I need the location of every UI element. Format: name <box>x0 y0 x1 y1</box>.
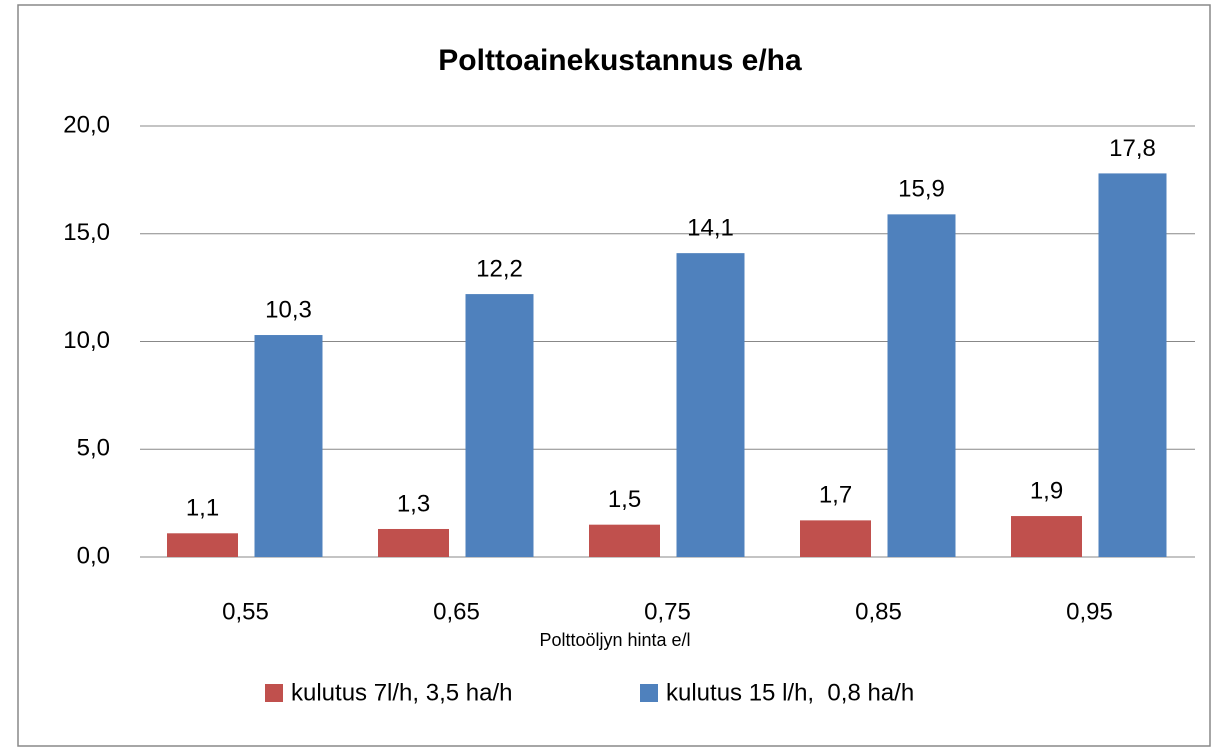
y-tick-label: 20,0 <box>63 111 110 138</box>
bar <box>800 520 871 557</box>
bar <box>589 524 660 557</box>
bar <box>1098 173 1167 557</box>
bar <box>887 214 956 558</box>
data-label: 17,8 <box>1109 135 1156 162</box>
legend-swatch <box>640 684 658 702</box>
data-label: 12,2 <box>476 255 523 282</box>
data-label: 1,5 <box>608 486 641 513</box>
chart-title: Polttoainekustannus e/ha <box>438 44 802 77</box>
data-label: 14,1 <box>687 214 734 241</box>
data-label: 10,3 <box>265 296 312 323</box>
data-label: 1,1 <box>186 495 219 522</box>
y-tick-label: 5,0 <box>77 435 110 462</box>
legend-label: kulutus 15 l/h, 0,8 ha/h <box>666 679 914 706</box>
y-tick-label: 15,0 <box>63 219 110 246</box>
bar <box>465 294 534 557</box>
x-tick-label: 0,95 <box>1066 598 1113 625</box>
data-label: 1,7 <box>819 482 852 509</box>
data-label: 15,9 <box>898 176 945 203</box>
y-tick-label: 10,0 <box>63 327 110 354</box>
x-tick-label: 0,65 <box>433 598 480 625</box>
bar <box>167 533 238 557</box>
data-label: 1,3 <box>397 490 430 517</box>
x-tick-label: 0,75 <box>644 598 691 625</box>
bar <box>1011 516 1082 557</box>
chart-frame <box>17 4 1211 747</box>
bar <box>676 253 745 557</box>
data-label: 1,9 <box>1030 477 1063 504</box>
bar <box>378 528 449 557</box>
x-tick-label: 0,85 <box>855 598 902 625</box>
bar <box>254 335 323 557</box>
x-axis-label: Polttoöljyn hinta e/l <box>539 630 690 650</box>
x-tick-label: 0,55 <box>222 598 269 625</box>
legend-swatch <box>265 684 283 702</box>
legend-label: kulutus 7l/h, 3,5 ha/h <box>291 679 512 706</box>
y-tick-label: 0,0 <box>77 542 110 569</box>
